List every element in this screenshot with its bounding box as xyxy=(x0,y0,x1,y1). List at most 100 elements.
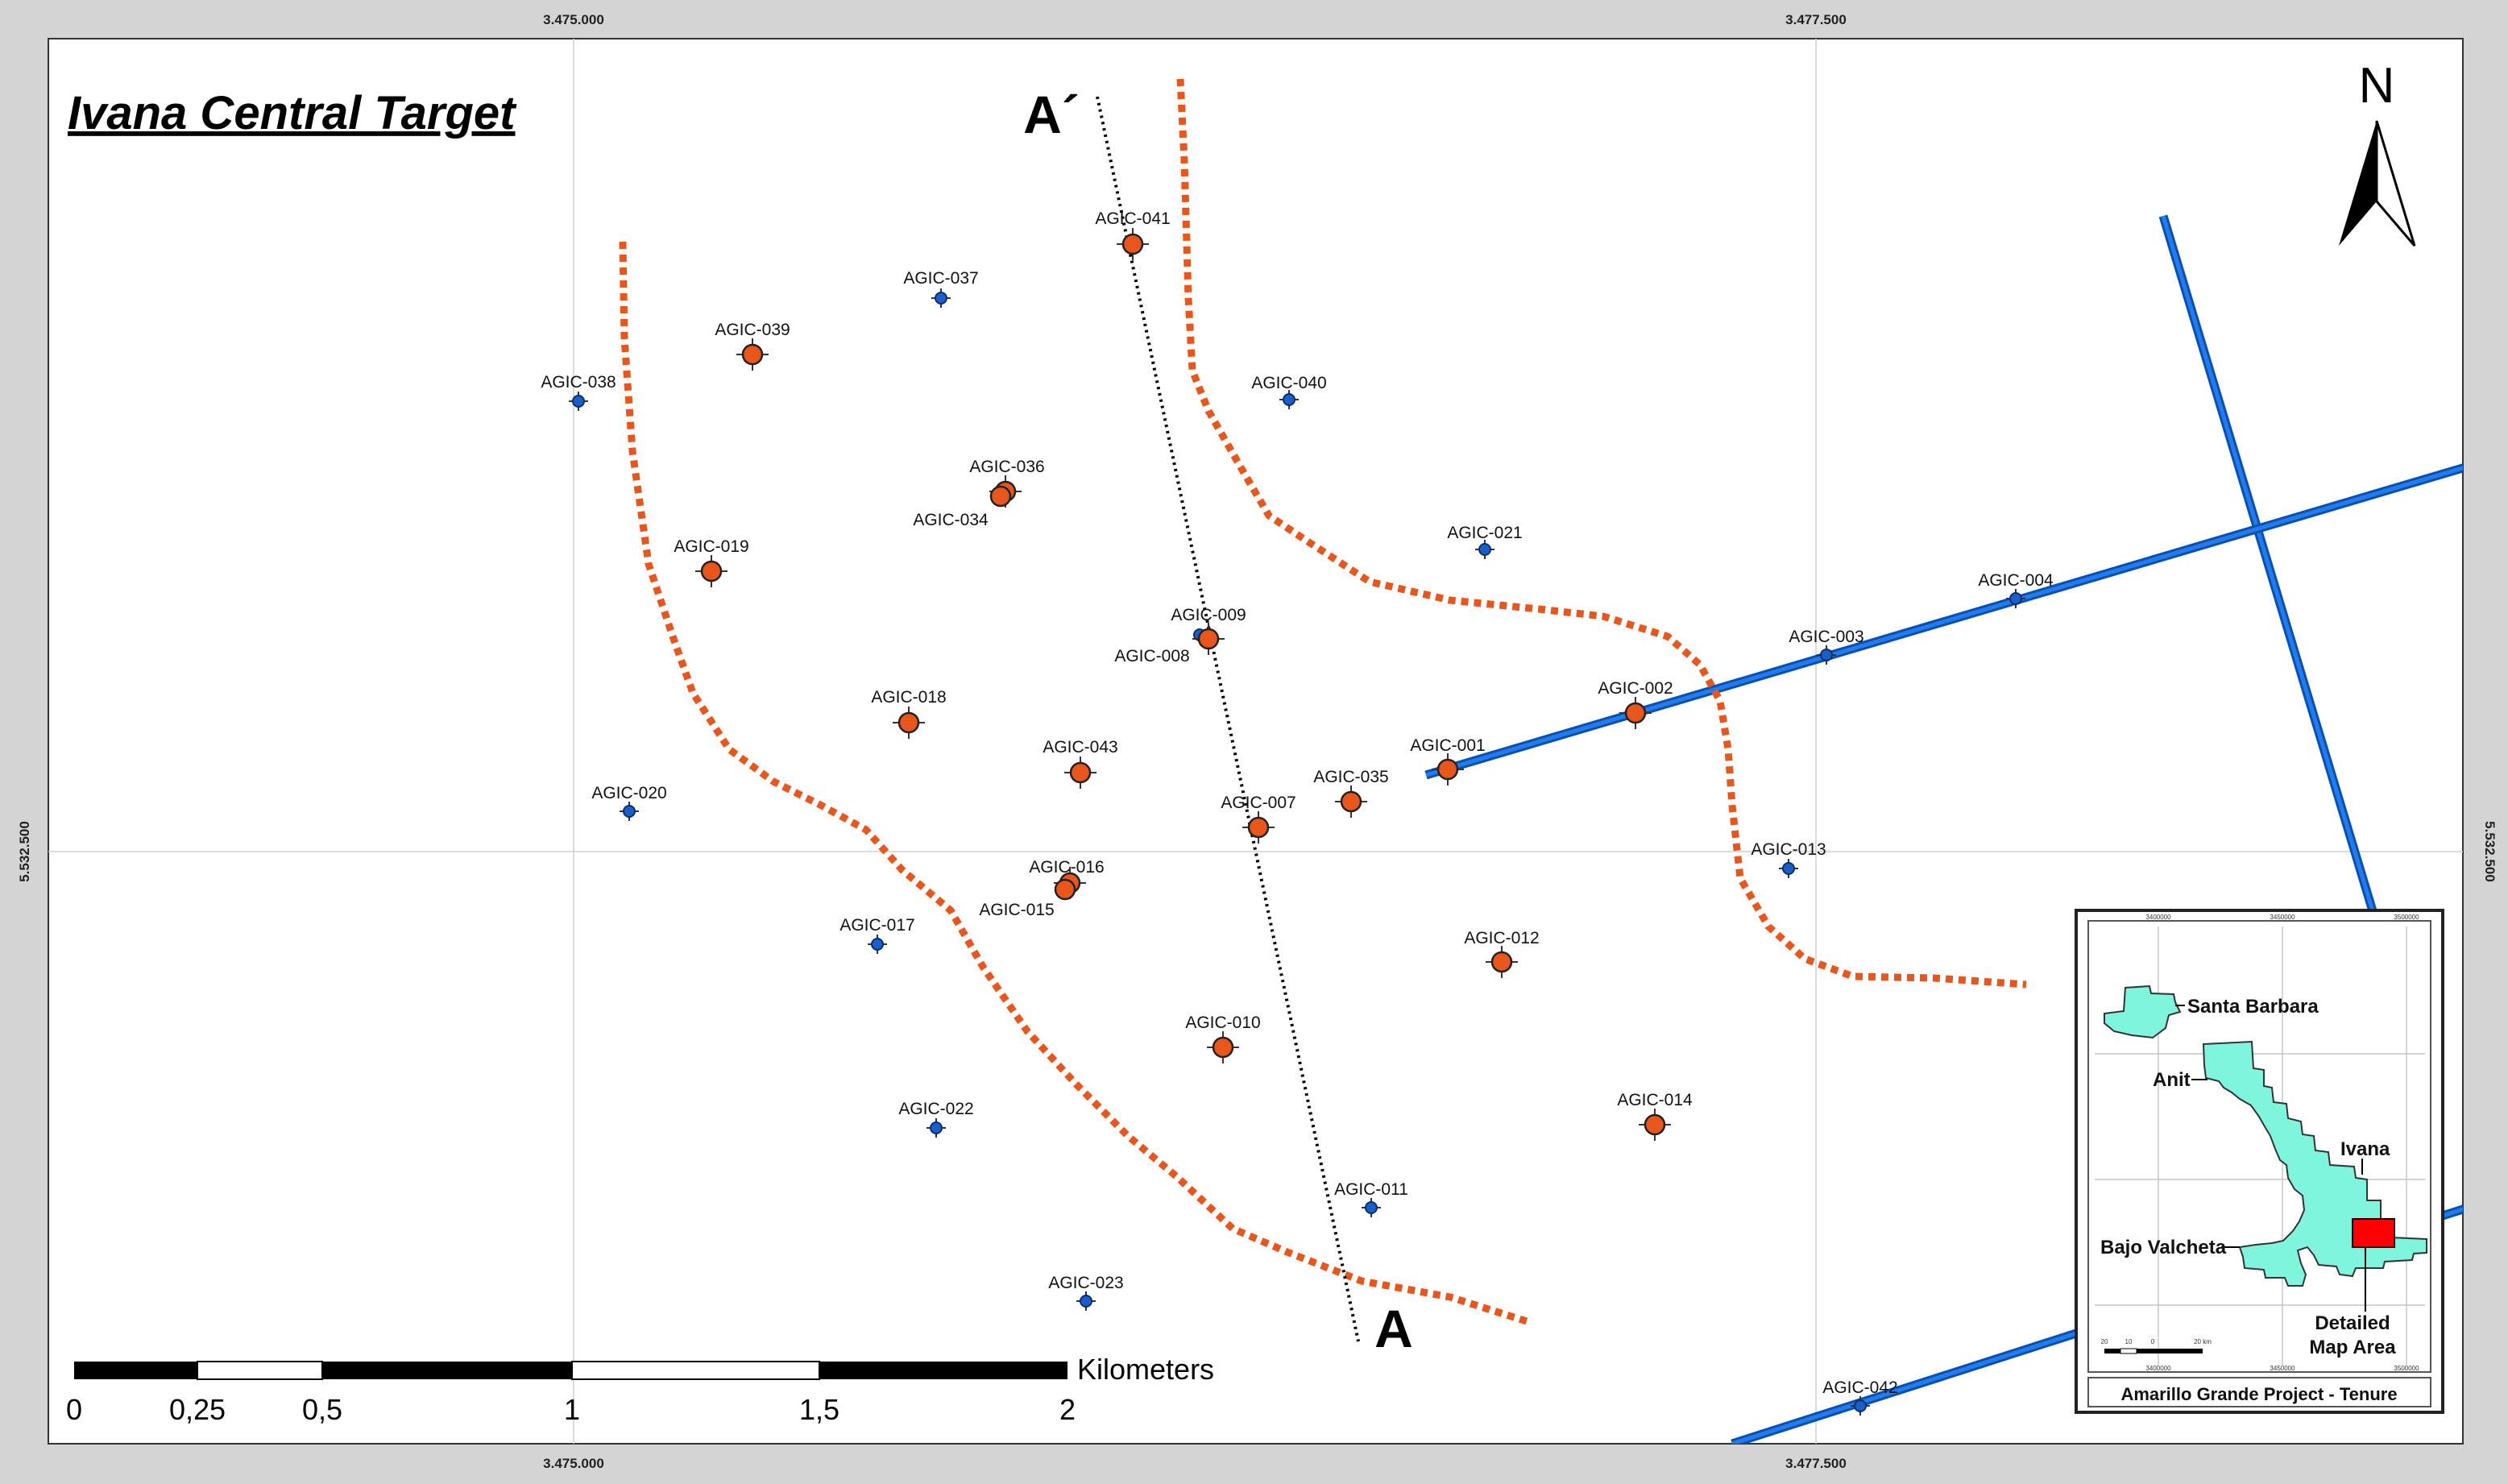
hole-label: AGIC-019 xyxy=(674,537,748,556)
drill-hole-agic-035[interactable]: AGIC-035 xyxy=(1313,768,1389,818)
inset-scale-0: 0 xyxy=(2151,1338,2155,1345)
drill-hole-agic-041[interactable]: AGIC-041 xyxy=(1095,209,1171,260)
coord-bottom-left: 3.475.000 xyxy=(543,1456,604,1471)
hole-label: AGIC-040 xyxy=(1251,374,1326,392)
hole-label: AGIC-042 xyxy=(1822,1378,1897,1397)
boundary-east xyxy=(1176,78,2027,989)
drill-hole-agic-043[interactable]: AGIC-043 xyxy=(1043,738,1118,789)
north-arrow-icon: N xyxy=(2339,58,2416,247)
hole-label: AGIC-041 xyxy=(1095,209,1170,228)
hole-label: AGIC-016 xyxy=(1029,858,1104,877)
inset-scale-20a: 20 xyxy=(2101,1338,2108,1345)
drill-hole-agic-019[interactable]: AGIC-019 xyxy=(674,537,749,587)
hole-label: AGIC-008 xyxy=(1114,647,1189,665)
inset-scale-10: 10 xyxy=(2125,1338,2133,1345)
scale-bar: Kilometers 0 0,25 0,5 1 1,5 2 xyxy=(66,1353,1214,1426)
coord-top-right: 3.477.500 xyxy=(1785,12,1847,27)
drill-hole-agic-040[interactable]: AGIC-040 xyxy=(1251,374,1327,409)
hole-label: AGIC-015 xyxy=(979,901,1054,919)
section-label-start: A´ xyxy=(1023,85,1080,144)
north-label: N xyxy=(2359,58,2395,114)
drill-hole-agic-021[interactable]: AGIC-021 xyxy=(1447,524,1523,559)
drill-hole-agic-011[interactable]: AGIC-011 xyxy=(1334,1180,1408,1217)
hole-label: AGIC-010 xyxy=(1185,1014,1260,1032)
hole-label: AGIC-007 xyxy=(1221,794,1295,812)
drill-hole-agic-007[interactable]: AGIC-007 xyxy=(1221,794,1296,844)
drill-hole-agic-004[interactable]: AGIC-004 xyxy=(1978,571,2054,608)
inset-tick-top-1: 3400000 xyxy=(2145,914,2171,921)
scale-unit: Kilometers xyxy=(1077,1353,1214,1386)
hole-label: AGIC-003 xyxy=(1789,628,1863,646)
hole-label: AGIC-017 xyxy=(839,916,914,935)
inset-label-ivana: Ivana xyxy=(2340,1138,2390,1160)
hole-label: AGIC-043 xyxy=(1043,738,1117,757)
hole-label: AGIC-035 xyxy=(1313,768,1388,786)
coord-bottom-right: 3.477.500 xyxy=(1785,1456,1847,1471)
coord-right-mid: 5.532.500 xyxy=(2482,821,2498,882)
inset-tick-bottom-3: 3500000 xyxy=(2394,1365,2419,1372)
hole-label: AGIC-011 xyxy=(1334,1180,1408,1199)
inset-scale-20km: 20 km xyxy=(2194,1338,2212,1345)
drill-hole-agic-018[interactable]: AGIC-018 xyxy=(871,688,947,739)
map-title: Ivana Central Target xyxy=(68,87,517,139)
hole-label: AGIC-002 xyxy=(1598,679,1673,698)
drill-hole-agic-002[interactable]: AGIC-002 xyxy=(1598,679,1673,729)
hole-label: AGIC-039 xyxy=(715,321,790,339)
drill-hole-agic-023[interactable]: AGIC-023 xyxy=(1048,1274,1124,1311)
drill-hole-agic-039[interactable]: AGIC-039 xyxy=(715,321,790,371)
drill-hole-agic-001[interactable]: AGIC-001 xyxy=(1410,736,1486,786)
hole-label: AGIC-012 xyxy=(1464,929,1539,947)
inset-detail-label-2: Map Area xyxy=(2309,1337,2396,1358)
scale-label-0: 0 xyxy=(66,1393,82,1426)
map-area xyxy=(48,38,2464,1445)
hole-label: AGIC-014 xyxy=(1617,1091,1693,1109)
drill-hole-agic-022[interactable]: AGIC-022 xyxy=(898,1100,974,1138)
drill-hole-agic-013[interactable]: AGIC-013 xyxy=(1751,840,1826,878)
boundary-west xyxy=(619,241,1528,1325)
section-label-end: A xyxy=(1374,1299,1413,1358)
scale-label-2: 2 xyxy=(1059,1393,1076,1426)
drill-hole-agic-038[interactable]: AGIC-038 xyxy=(541,373,616,411)
inset-caption: Amarillo Grande Project - Tenure xyxy=(2120,1384,2397,1404)
hole-label: AGIC-004 xyxy=(1978,571,2054,590)
scale-label-05: 0,5 xyxy=(302,1393,342,1426)
hole-label: AGIC-023 xyxy=(1048,1274,1123,1292)
drill-hole-agic-042[interactable]: AGIC-042 xyxy=(1822,1378,1898,1416)
hole-label: AGIC-020 xyxy=(591,784,666,802)
inset-map: 3400000 3450000 3500000 3400000 3450000 … xyxy=(2075,909,2444,1414)
hole-label: AGIC-018 xyxy=(871,688,946,707)
drill-hole-agic-017[interactable]: AGIC-017 xyxy=(839,916,915,954)
drill-hole-agic-012[interactable]: AGIC-012 xyxy=(1464,929,1540,978)
inset-label-anit: Anit xyxy=(2153,1069,2191,1091)
drill-hole-agic-015[interactable]: AGIC-015 xyxy=(979,878,1076,919)
drill-hole-agic-009[interactable]: AGIC-009 xyxy=(1171,606,1246,655)
drill-hole-agic-020[interactable]: AGIC-020 xyxy=(591,784,667,821)
hole-label: AGIC-013 xyxy=(1751,840,1826,859)
drill-hole-agic-037[interactable]: AGIC-037 xyxy=(903,269,979,308)
hole-label: AGIC-021 xyxy=(1447,524,1522,542)
drill-hole-agic-034[interactable]: AGIC-034 xyxy=(913,485,1012,529)
tenure-santa-barbara xyxy=(2104,984,2182,1039)
drill-hole-agic-014[interactable]: AGIC-014 xyxy=(1617,1091,1693,1141)
hole-label: AGIC-036 xyxy=(969,458,1044,476)
coord-left-mid: 5.532.500 xyxy=(17,821,32,882)
inset-tick-bottom-2: 3450000 xyxy=(2270,1365,2295,1372)
coord-top-left: 3.475.000 xyxy=(543,12,604,27)
drill-hole-agic-003[interactable]: AGIC-003 xyxy=(1789,628,1864,665)
hole-label: AGIC-037 xyxy=(903,269,978,288)
inset-detail-label-1: Detailed xyxy=(2315,1312,2390,1334)
scale-label-025: 0,25 xyxy=(169,1393,226,1426)
scale-label-1: 1 xyxy=(564,1393,580,1426)
hole-label: AGIC-009 xyxy=(1171,606,1246,624)
scale-label-15: 1,5 xyxy=(799,1393,839,1426)
inset-tick-bottom-1: 3400000 xyxy=(2145,1365,2171,1372)
drill-hole-agic-010[interactable]: AGIC-010 xyxy=(1185,1014,1261,1063)
inset-tick-top-2: 3450000 xyxy=(2270,914,2295,921)
hole-label: AGIC-034 xyxy=(913,511,989,529)
hole-label: AGIC-022 xyxy=(898,1100,973,1118)
inset-tick-top-3: 3500000 xyxy=(2394,914,2419,921)
hole-label: AGIC-001 xyxy=(1410,736,1485,755)
detail-area-box xyxy=(2352,1218,2395,1248)
inset-label-santa-barbara: Santa Barbara xyxy=(2187,996,2319,1018)
